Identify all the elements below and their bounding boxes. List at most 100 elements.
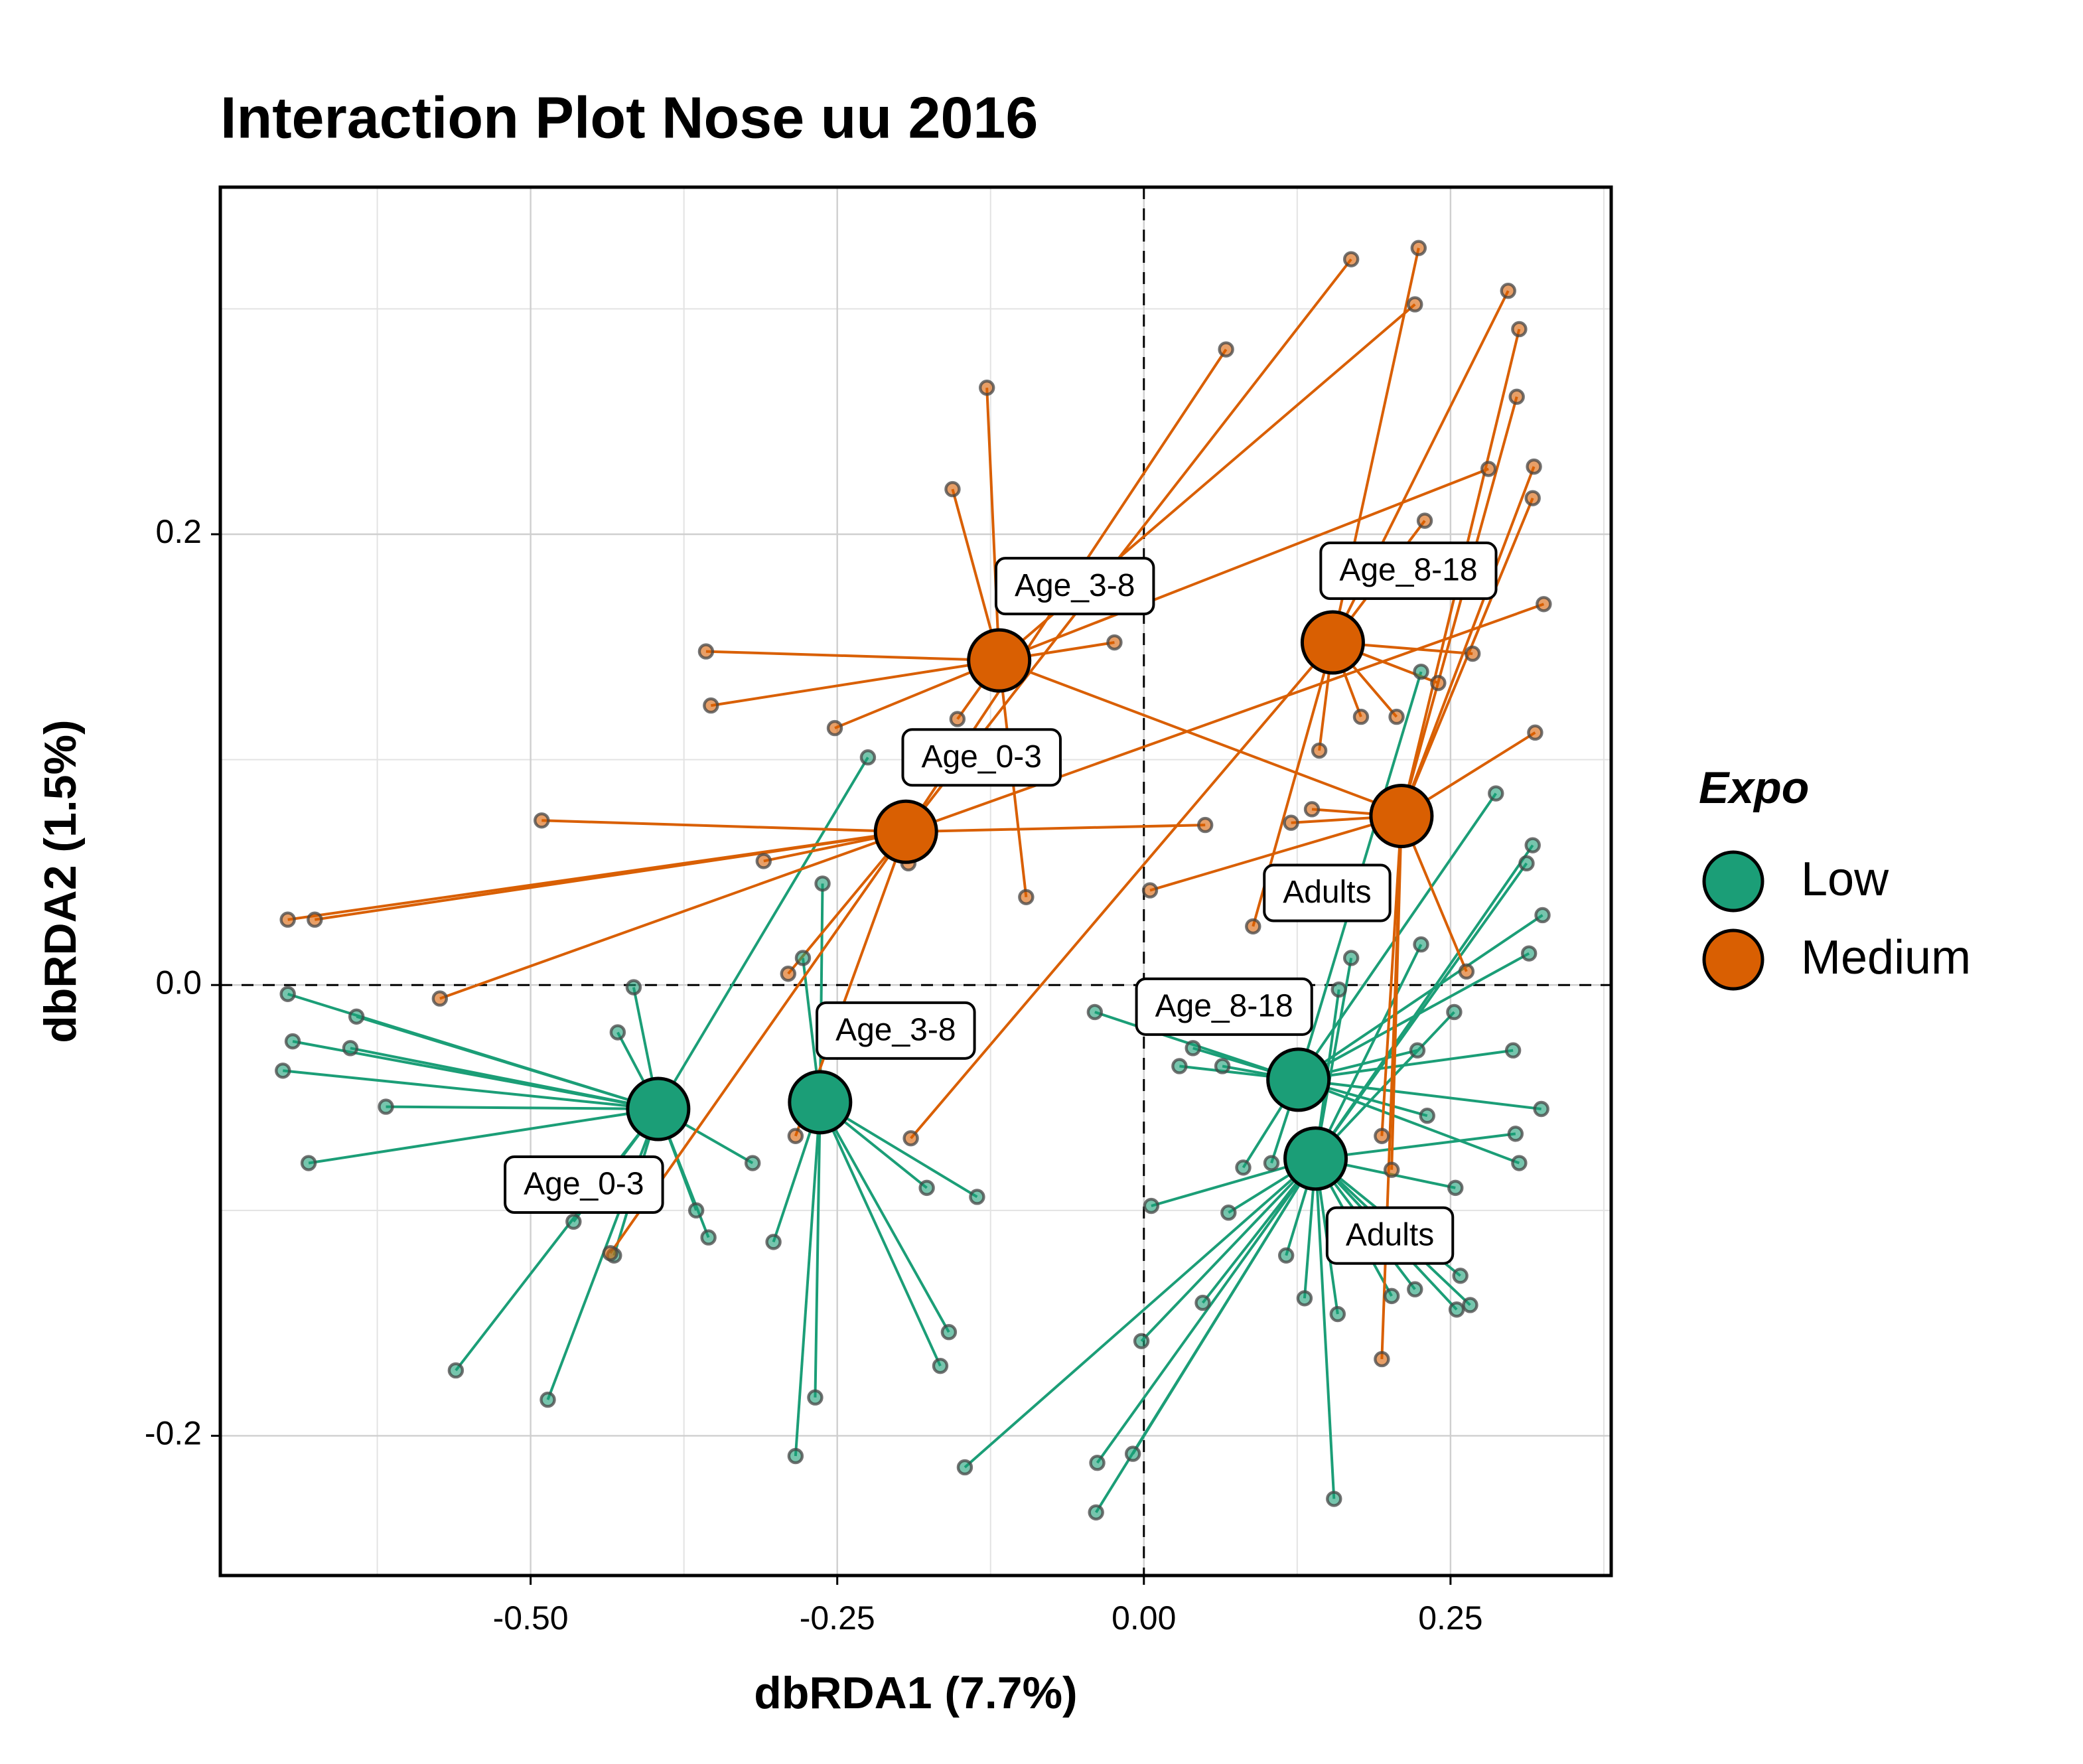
sample-point [1133,1333,1150,1350]
sample-point [1458,963,1475,980]
spider-line [1140,1157,1317,1343]
sample-point [1518,855,1535,872]
sample-point [814,875,831,892]
label-box [994,557,1155,616]
spider-line [386,1105,658,1111]
y-tick-label: -0.2 [145,1415,202,1452]
sample-point [755,853,772,869]
sample-point [539,1391,556,1408]
sample-point [1235,1159,1252,1176]
centroid-label: Age_3-8 [1015,568,1135,603]
spider-line [964,1157,1317,1469]
sample-point [1413,936,1429,953]
sample-point [1534,907,1551,924]
label-box [816,1001,976,1060]
spider-line [819,1101,942,1366]
sample-point [1500,283,1516,299]
spider-line [1400,396,1518,817]
legend-label: Low [1801,853,1889,906]
centroid [1369,784,1434,849]
y-tick-label: 0.0 [155,964,202,1001]
spider-line [910,641,1334,1139]
sample-point [1352,708,1370,725]
sample-point [431,990,449,1007]
spider-line [794,1102,822,1457]
sample-point [279,986,296,1003]
sample-point [1416,512,1433,529]
sample-point [1524,490,1541,506]
spider-line [1314,1158,1336,1499]
centroids [626,610,1434,1191]
sample-point [1536,596,1552,613]
chart-title: Interaction Plot Nose uu 2016 [220,84,1038,150]
sample-point [1533,1100,1549,1118]
sample-point [826,719,843,737]
sample-point [447,1362,465,1379]
sample-point [1504,1042,1522,1059]
sample-point [1342,950,1360,966]
sample-point [307,911,323,928]
sample-point [1464,645,1481,662]
spider-line [1380,816,1403,1136]
label-box [504,1155,664,1214]
sample-point [1410,240,1427,256]
spider-line [1314,862,1528,1159]
sample-point [1086,1003,1104,1021]
sample-point [348,1008,365,1025]
x-tick-label: -0.25 [800,1599,875,1637]
sample-point [1326,1491,1342,1507]
sample-point [1383,1161,1400,1178]
sample-point [1488,785,1504,802]
sample-point [1446,1003,1463,1021]
legend-key [1702,850,1764,913]
sample-point [1088,1504,1104,1521]
sample-point [1220,1205,1237,1221]
sample-point [1214,1058,1231,1074]
centroid [788,1070,853,1135]
sample-point [342,1040,359,1057]
centroid [626,1076,691,1141]
x-tick-label: -0.50 [493,1599,569,1637]
sample-point [1171,1058,1188,1074]
spider-line [711,659,999,707]
sample-point [1452,1268,1469,1284]
centroid-label: Adults [1283,875,1371,910]
sample-point [1330,981,1347,998]
sample-point [744,1155,761,1171]
sample-point [703,697,719,714]
spider-line [1149,814,1402,892]
sample-point [700,1229,717,1246]
centroid-label: Age_3-8 [835,1012,956,1047]
sample-point [1388,708,1405,725]
sample-point [1283,814,1299,831]
spider-line [356,1015,659,1110]
sample-point [1374,1128,1390,1144]
sample-point [1526,458,1542,475]
centroid-label: Adults [1346,1217,1434,1252]
sample-point [1511,1155,1528,1171]
sample-point [807,1389,824,1406]
sample-point [944,480,961,498]
sample-point [602,1245,618,1262]
sample-point [1527,724,1544,741]
spider-line [283,1069,659,1110]
legend-title: Expo [1699,763,1809,813]
sample-point [1197,816,1214,834]
sample-point [1462,1297,1478,1313]
legend-label: Medium [1801,931,1971,984]
sample-point [534,812,550,829]
spider-line [1096,1157,1317,1464]
sample-point [1419,1107,1435,1124]
label-box [1263,863,1392,922]
spider-line [657,757,869,1110]
plot-panel [220,187,1611,1576]
sample-point [300,1155,317,1171]
sample-point [378,1098,394,1115]
label-box [1319,542,1498,601]
sample-point [1185,1040,1201,1057]
sample-point [780,966,796,982]
sample-point [787,1447,804,1465]
sample-point [1218,341,1234,358]
sample-point [1409,1042,1426,1059]
